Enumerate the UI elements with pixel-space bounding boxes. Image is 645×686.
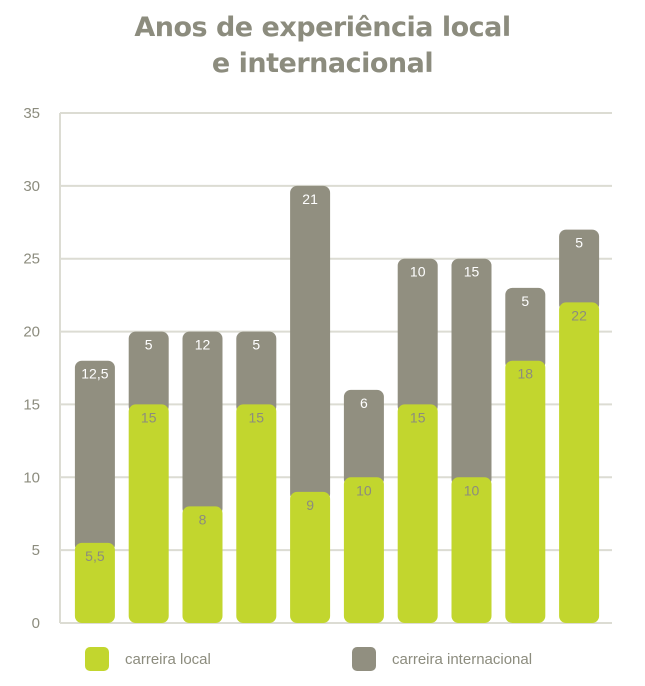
data-label-local: 9 (306, 497, 314, 513)
bar-international (74, 360, 115, 552)
data-label-local: 18 (518, 366, 534, 382)
y-tick-label: 25 (23, 251, 40, 268)
data-label-international: 5 (575, 235, 583, 251)
bar-local (451, 477, 492, 623)
data-label-international: 5 (252, 337, 260, 353)
bar-international (343, 389, 384, 487)
bar-international (451, 258, 492, 487)
bar-local (236, 404, 277, 623)
legend-label-local: carreira local (125, 650, 211, 668)
bar-international (128, 331, 169, 414)
y-tick-label: 20 (23, 324, 40, 341)
legend-label-international: carreira internacional (392, 650, 533, 668)
data-label-local: 22 (571, 307, 587, 323)
y-tick-label: 10 (23, 469, 40, 486)
legend-swatch-local (85, 647, 109, 671)
bar-international (182, 331, 223, 516)
bar-local (74, 542, 115, 623)
data-label-international: 21 (302, 191, 318, 207)
bar-international (236, 331, 277, 414)
bar-local (505, 360, 546, 623)
bar-local (290, 491, 331, 623)
bar-local (128, 404, 169, 623)
y-tick-label: 15 (23, 396, 40, 413)
legend-item-local: carreira local (85, 647, 211, 671)
data-label-international: 12,5 (81, 366, 108, 382)
bar-international (290, 185, 331, 501)
bar-local (343, 477, 384, 623)
data-label-international: 5 (145, 337, 153, 353)
data-label-local: 8 (199, 511, 207, 527)
y-tick-label: 0 (32, 615, 40, 632)
y-tick-label: 30 (23, 178, 40, 195)
bar-international (397, 258, 438, 414)
bar-international (559, 229, 600, 312)
data-label-international: 12 (195, 337, 211, 353)
y-tick-label: 5 (32, 542, 40, 559)
data-label-local: 10 (356, 482, 372, 498)
bar-local (397, 404, 438, 623)
y-tick-label: 35 (23, 105, 40, 122)
legend-item-international: carreira internacional (352, 647, 532, 671)
data-label-local: 15 (249, 409, 265, 425)
chart-title-line-2: e internacional (211, 48, 434, 79)
data-label-international: 5 (521, 293, 529, 309)
chart-title-line-1: Anos de experiência local (134, 12, 511, 43)
data-label-international: 10 (410, 264, 426, 280)
data-label-local: 10 (464, 482, 480, 498)
data-label-local: 15 (410, 409, 426, 425)
bar-international (505, 287, 546, 370)
chart-title: Anos de experiência local e internaciona… (0, 10, 645, 82)
data-label-local: 5,5 (85, 548, 105, 564)
bar-local (182, 506, 223, 623)
data-label-local: 15 (141, 409, 157, 425)
data-label-international: 6 (360, 395, 368, 411)
bar-local (559, 302, 600, 623)
data-label-international: 15 (464, 264, 480, 280)
legend-swatch-international (352, 647, 376, 671)
